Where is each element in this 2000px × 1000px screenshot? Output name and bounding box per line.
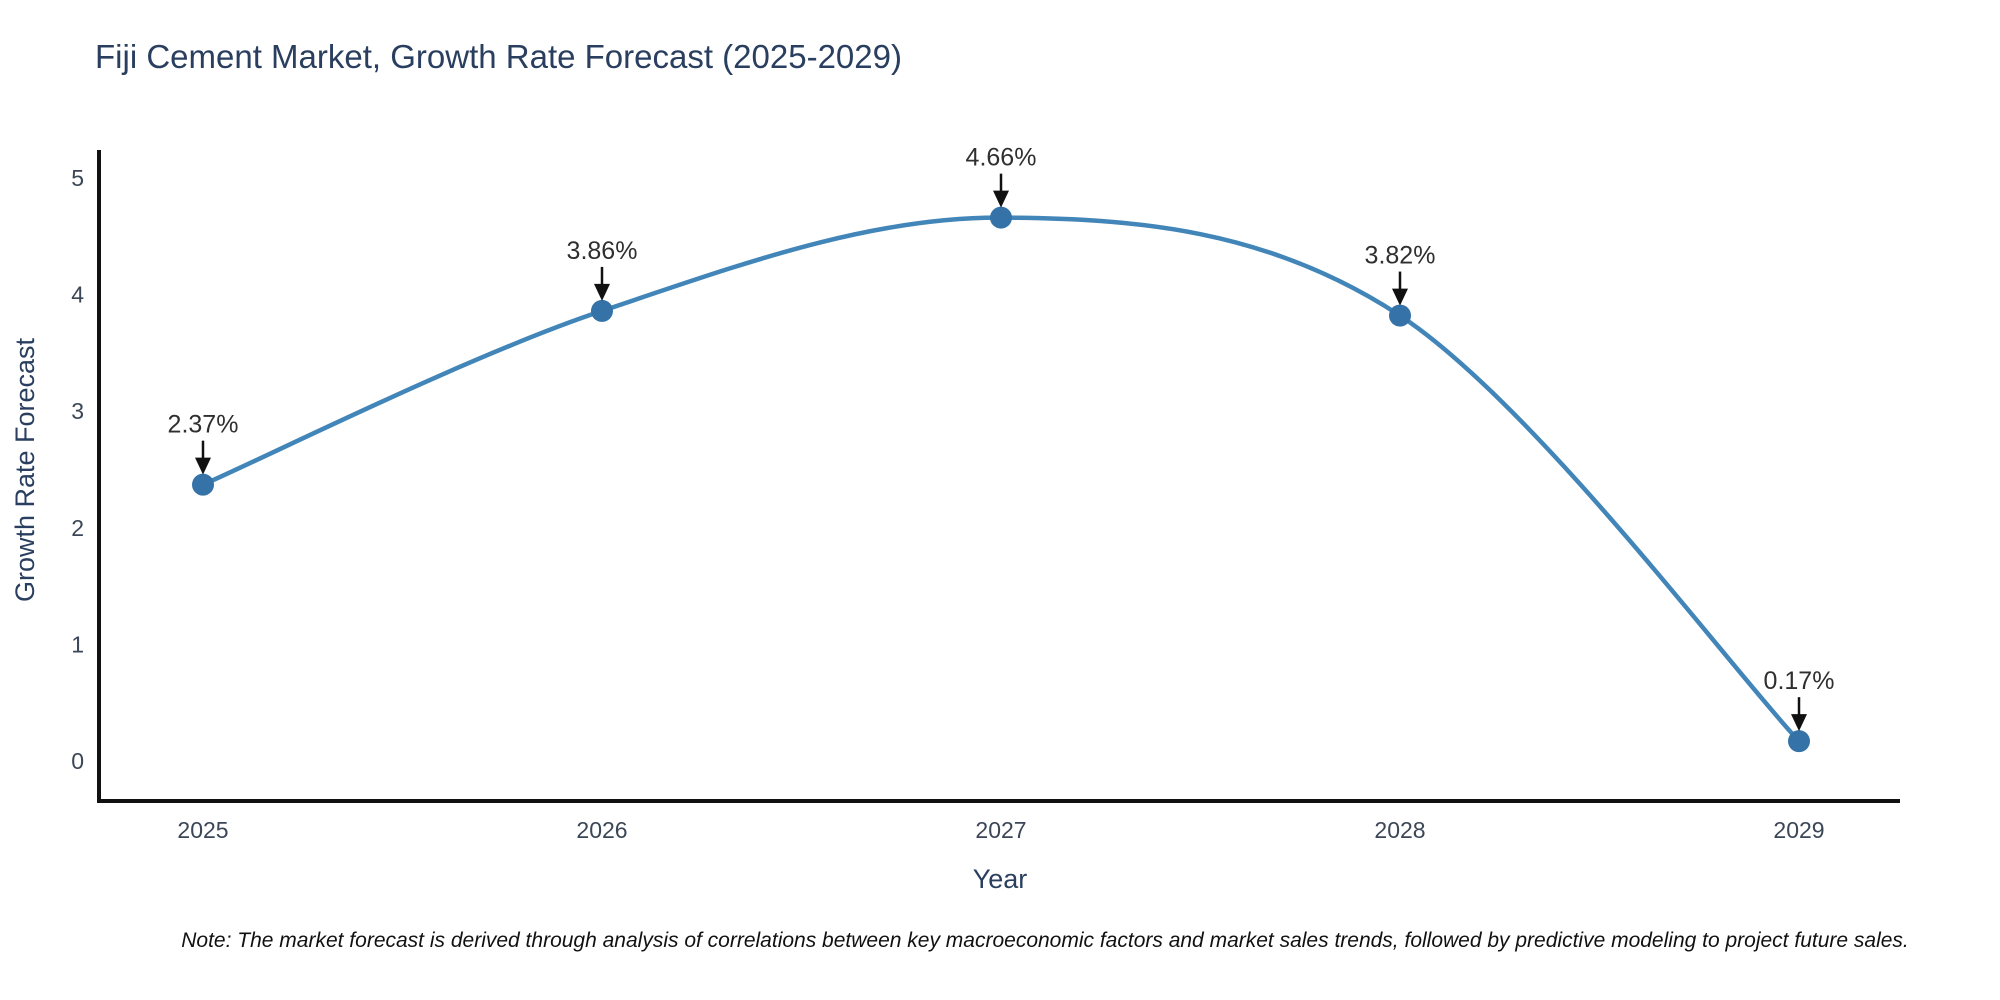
annotation-2027: 4.66% (966, 144, 1037, 208)
x-axis-tick-labels: 2025 2026 2027 2028 2029 (177, 817, 1824, 843)
annotation-label: 3.86% (567, 237, 638, 265)
y-tick-label: 5 (71, 165, 84, 191)
point-annotations: 2.37% 3.86% 4.66% 3.82% 0.17% (168, 144, 1835, 732)
x-tick-label: 2029 (1773, 817, 1824, 843)
y-axis-tick-labels: 0 1 2 3 4 5 (71, 165, 84, 774)
annotation-arrowhead-icon (195, 457, 211, 475)
y-tick-label: 2 (71, 515, 84, 541)
y-tick-label: 0 (71, 748, 84, 774)
forecast-line (200, 215, 1802, 744)
chart-title: Fiji Cement Market, Growth Rate Forecast… (95, 38, 902, 75)
annotation-label: 3.82% (1365, 242, 1436, 270)
annotation-arrowhead-icon (1392, 288, 1408, 306)
data-series (192, 206, 1810, 753)
y-tick-label: 3 (71, 398, 84, 424)
data-point-2026 (591, 299, 613, 322)
data-point-2029 (1788, 730, 1810, 753)
annotation-arrowhead-icon (993, 190, 1009, 208)
y-axis-title: Growth Rate Forecast (10, 337, 40, 602)
data-point-2028 (1389, 304, 1411, 327)
annotation-2026: 3.86% (567, 237, 638, 301)
annotation-arrowhead-icon (594, 283, 610, 301)
x-tick-label: 2028 (1374, 817, 1425, 843)
annotation-label: 4.66% (966, 144, 1037, 172)
x-tick-label: 2027 (975, 817, 1026, 843)
axes (97, 150, 1900, 803)
annotation-2028: 3.82% (1365, 242, 1436, 306)
data-point-2027 (990, 206, 1012, 229)
x-axis-title: Year (973, 864, 1028, 894)
annotation-2029: 0.17% (1764, 667, 1835, 732)
x-tick-label: 2026 (576, 817, 627, 843)
footnote: Note: The market forecast is derived thr… (181, 929, 1909, 952)
annotation-arrowhead-icon (1791, 714, 1807, 732)
y-tick-label: 4 (71, 282, 84, 308)
annotation-2025: 2.37% (168, 411, 239, 475)
y-tick-label: 1 (71, 631, 84, 657)
annotation-label: 2.37% (168, 411, 239, 439)
annotation-label: 0.17% (1764, 667, 1835, 695)
x-tick-label: 2025 (177, 817, 228, 843)
data-point-2025 (192, 473, 214, 496)
